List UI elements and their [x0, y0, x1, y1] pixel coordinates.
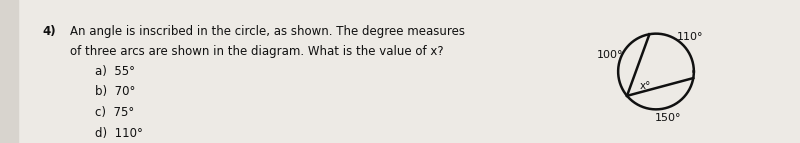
Text: 4): 4): [42, 25, 56, 38]
Text: b)  70°: b) 70°: [95, 86, 135, 99]
Text: 150°: 150°: [655, 113, 682, 123]
Text: c)  75°: c) 75°: [95, 106, 134, 119]
Text: 110°: 110°: [677, 32, 703, 42]
Text: An angle is inscribed in the circle, as shown. The degree measures: An angle is inscribed in the circle, as …: [70, 25, 465, 38]
Text: d)  110°: d) 110°: [95, 127, 143, 140]
Text: 100°: 100°: [597, 50, 623, 60]
Text: of three arcs are shown in the diagram. What is the value of x?: of three arcs are shown in the diagram. …: [70, 45, 444, 58]
Text: a)  55°: a) 55°: [95, 65, 135, 78]
Text: x°: x°: [639, 81, 651, 91]
